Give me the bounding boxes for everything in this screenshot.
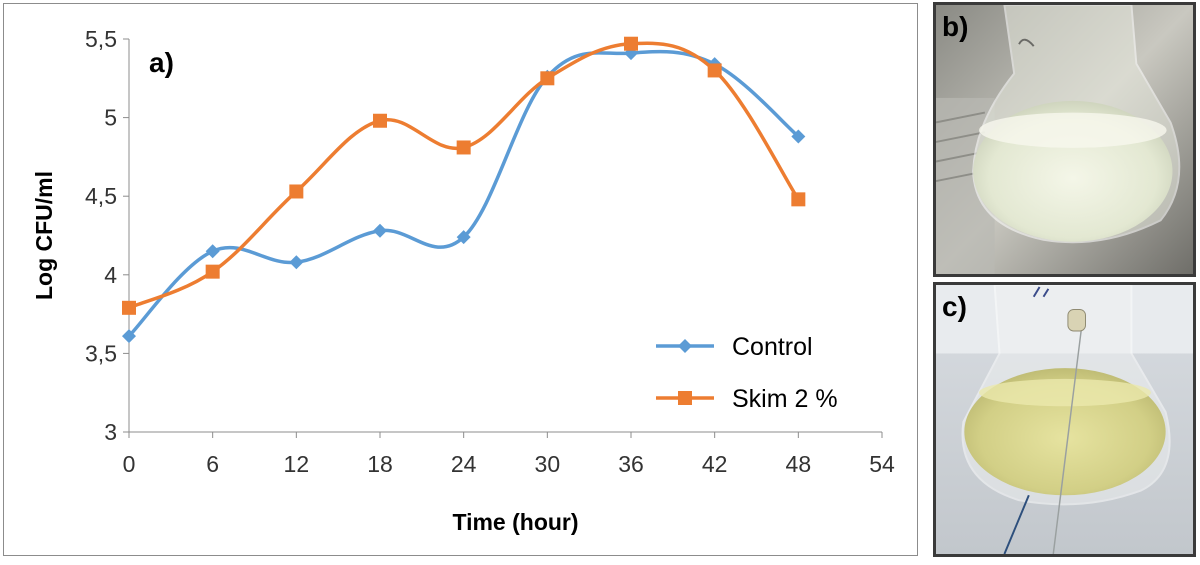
- x-tick-label: 0: [123, 451, 136, 477]
- x-tick-label: 42: [702, 451, 728, 477]
- photo-c-label: c): [942, 291, 967, 322]
- data-point-series-0: [205, 244, 220, 259]
- y-tick-label: 5: [104, 105, 117, 131]
- data-point-series-1: [540, 71, 555, 86]
- flask-yellow-icon: [936, 285, 1193, 554]
- legend-label-1: Skim 2 %: [732, 385, 838, 413]
- data-point-series-1: [456, 140, 471, 155]
- y-axis-title: Log CFU/ml: [31, 171, 57, 300]
- data-point-series-1: [122, 300, 136, 315]
- y-tick-label: 3,5: [85, 340, 117, 366]
- data-point-series-0: [456, 230, 471, 245]
- data-point-series-1: [791, 192, 806, 207]
- x-tick-label: 24: [451, 451, 477, 477]
- legend-marker-0: [678, 339, 692, 353]
- x-tick-label: 18: [367, 451, 393, 477]
- photo-b-label: b): [942, 11, 969, 42]
- growth-chart-panel: 3 3,5 4 4,5 5 5,5 0 6 12 18 24 30 36 42 48 54 Time (hour…: [3, 3, 918, 556]
- y-tick-label: 4,5: [85, 183, 117, 209]
- x-tick-label: 54: [869, 451, 895, 477]
- legend-label-0: Control: [732, 333, 813, 361]
- x-tick-label: 12: [284, 451, 310, 477]
- data-point-series-0: [122, 329, 136, 344]
- x-tick-label: 30: [535, 451, 561, 477]
- legend-marker-1: [678, 391, 692, 405]
- x-tick-label: 48: [786, 451, 812, 477]
- flask-photo-c: c): [933, 282, 1196, 557]
- data-point-series-1: [205, 264, 220, 279]
- data-point-series-1: [707, 63, 722, 78]
- y-tick-label: 4: [104, 262, 117, 288]
- series-line-1: [128, 41, 800, 310]
- x-tick-label: 36: [618, 451, 644, 477]
- y-tick-label: 5,5: [85, 26, 117, 52]
- data-point-series-0: [373, 223, 387, 238]
- data-point-series-1: [289, 184, 304, 199]
- flask-milky-icon: [936, 5, 1193, 274]
- series-line-0: [127, 49, 800, 338]
- y-tick-label: 3: [104, 419, 117, 445]
- data-point-series-1: [373, 113, 387, 128]
- data-point-series-0: [289, 255, 304, 270]
- x-axis-title: Time (hour): [452, 509, 578, 535]
- growth-chart: 3 3,5 4 4,5 5 5,5 0 6 12 18 24 30 36 42 48 54 Time (hour…: [31, 26, 895, 535]
- data-point-series-0: [791, 129, 806, 144]
- data-point-series-1: [624, 36, 638, 51]
- x-tick-label: 6: [206, 451, 219, 477]
- chart-panel-label: a): [149, 47, 174, 78]
- flask-photo-b: b): [933, 2, 1196, 277]
